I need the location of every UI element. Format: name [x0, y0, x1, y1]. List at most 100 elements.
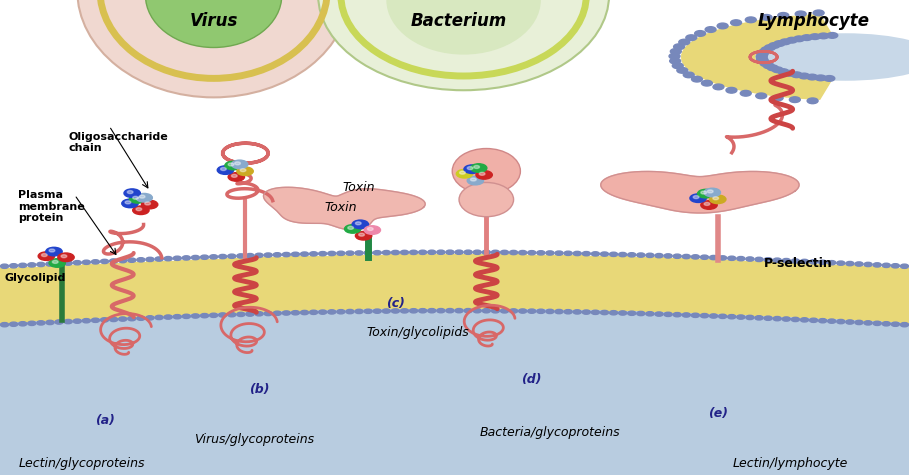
Bar [785, 263, 792, 317]
Bar [726, 260, 733, 314]
Circle shape [100, 318, 109, 322]
Polygon shape [686, 63, 758, 68]
Circle shape [824, 76, 834, 81]
Circle shape [55, 320, 63, 324]
Text: Toxin/glycolipids: Toxin/glycolipids [366, 326, 470, 339]
Circle shape [756, 54, 767, 59]
Polygon shape [684, 47, 757, 52]
Polygon shape [728, 74, 783, 88]
Circle shape [359, 233, 365, 236]
Circle shape [673, 63, 684, 68]
Bar [279, 256, 285, 311]
Bar [50, 266, 56, 321]
Bar [420, 254, 426, 309]
Bar [704, 259, 710, 314]
Bar [86, 264, 94, 319]
Text: (a): (a) [95, 414, 115, 427]
Bar [544, 255, 550, 309]
Circle shape [364, 309, 373, 314]
Polygon shape [684, 62, 757, 67]
Circle shape [704, 188, 721, 197]
Polygon shape [684, 61, 756, 66]
Circle shape [209, 313, 217, 317]
Circle shape [745, 315, 754, 320]
Circle shape [709, 314, 718, 318]
Bar [82, 265, 88, 319]
Polygon shape [732, 25, 784, 40]
Bar [96, 264, 103, 318]
Circle shape [218, 255, 226, 259]
Circle shape [814, 10, 824, 16]
Bar [612, 256, 618, 311]
Bar [356, 255, 363, 310]
Circle shape [64, 319, 73, 323]
Polygon shape [713, 71, 774, 83]
Circle shape [707, 190, 714, 193]
Bar [722, 260, 728, 314]
Bar [110, 263, 116, 318]
Bar [512, 255, 518, 309]
Circle shape [318, 310, 327, 314]
Bar [625, 256, 632, 311]
Bar [507, 254, 514, 309]
Circle shape [564, 310, 573, 314]
Polygon shape [754, 20, 798, 37]
Circle shape [336, 251, 345, 256]
Bar [379, 255, 385, 309]
Polygon shape [694, 66, 762, 74]
Circle shape [309, 310, 318, 314]
Circle shape [782, 317, 790, 321]
Circle shape [827, 261, 836, 265]
Circle shape [91, 260, 100, 264]
Circle shape [500, 309, 509, 313]
Circle shape [773, 316, 781, 321]
Circle shape [133, 196, 138, 200]
Bar [790, 263, 796, 317]
Bar [594, 256, 600, 310]
Circle shape [845, 261, 854, 266]
Bar [530, 255, 536, 309]
Circle shape [809, 318, 818, 323]
Circle shape [705, 27, 716, 32]
Text: Lectin/lymphocyte: Lectin/lymphocyte [734, 456, 848, 470]
Circle shape [713, 197, 718, 200]
Circle shape [791, 72, 802, 77]
Bar [681, 258, 687, 313]
Circle shape [726, 87, 737, 93]
Text: Lectin/glycoproteins: Lectin/glycoproteins [18, 456, 145, 470]
Bar [827, 265, 834, 319]
Polygon shape [701, 36, 766, 46]
Polygon shape [754, 77, 798, 94]
Circle shape [355, 251, 364, 255]
Circle shape [318, 252, 327, 256]
Circle shape [701, 201, 717, 209]
Circle shape [291, 311, 300, 315]
Polygon shape [814, 80, 831, 99]
Bar [242, 258, 248, 313]
Bar [233, 258, 239, 313]
Bar [457, 254, 464, 309]
Polygon shape [797, 80, 822, 98]
Circle shape [664, 254, 673, 258]
Bar [462, 254, 468, 309]
Circle shape [109, 317, 118, 322]
Bar [584, 256, 591, 310]
Circle shape [682, 255, 691, 259]
Circle shape [710, 195, 726, 204]
Circle shape [691, 313, 700, 317]
Circle shape [582, 310, 591, 314]
Circle shape [142, 200, 158, 209]
Circle shape [692, 76, 703, 82]
Circle shape [145, 316, 154, 320]
Bar [676, 258, 683, 313]
Bar [9, 268, 15, 323]
Circle shape [355, 309, 364, 314]
Circle shape [677, 67, 688, 73]
Circle shape [717, 23, 728, 29]
Circle shape [800, 318, 809, 322]
Circle shape [18, 263, 27, 267]
Circle shape [182, 256, 191, 260]
Circle shape [761, 15, 772, 20]
Polygon shape [781, 17, 813, 35]
Circle shape [664, 312, 673, 316]
